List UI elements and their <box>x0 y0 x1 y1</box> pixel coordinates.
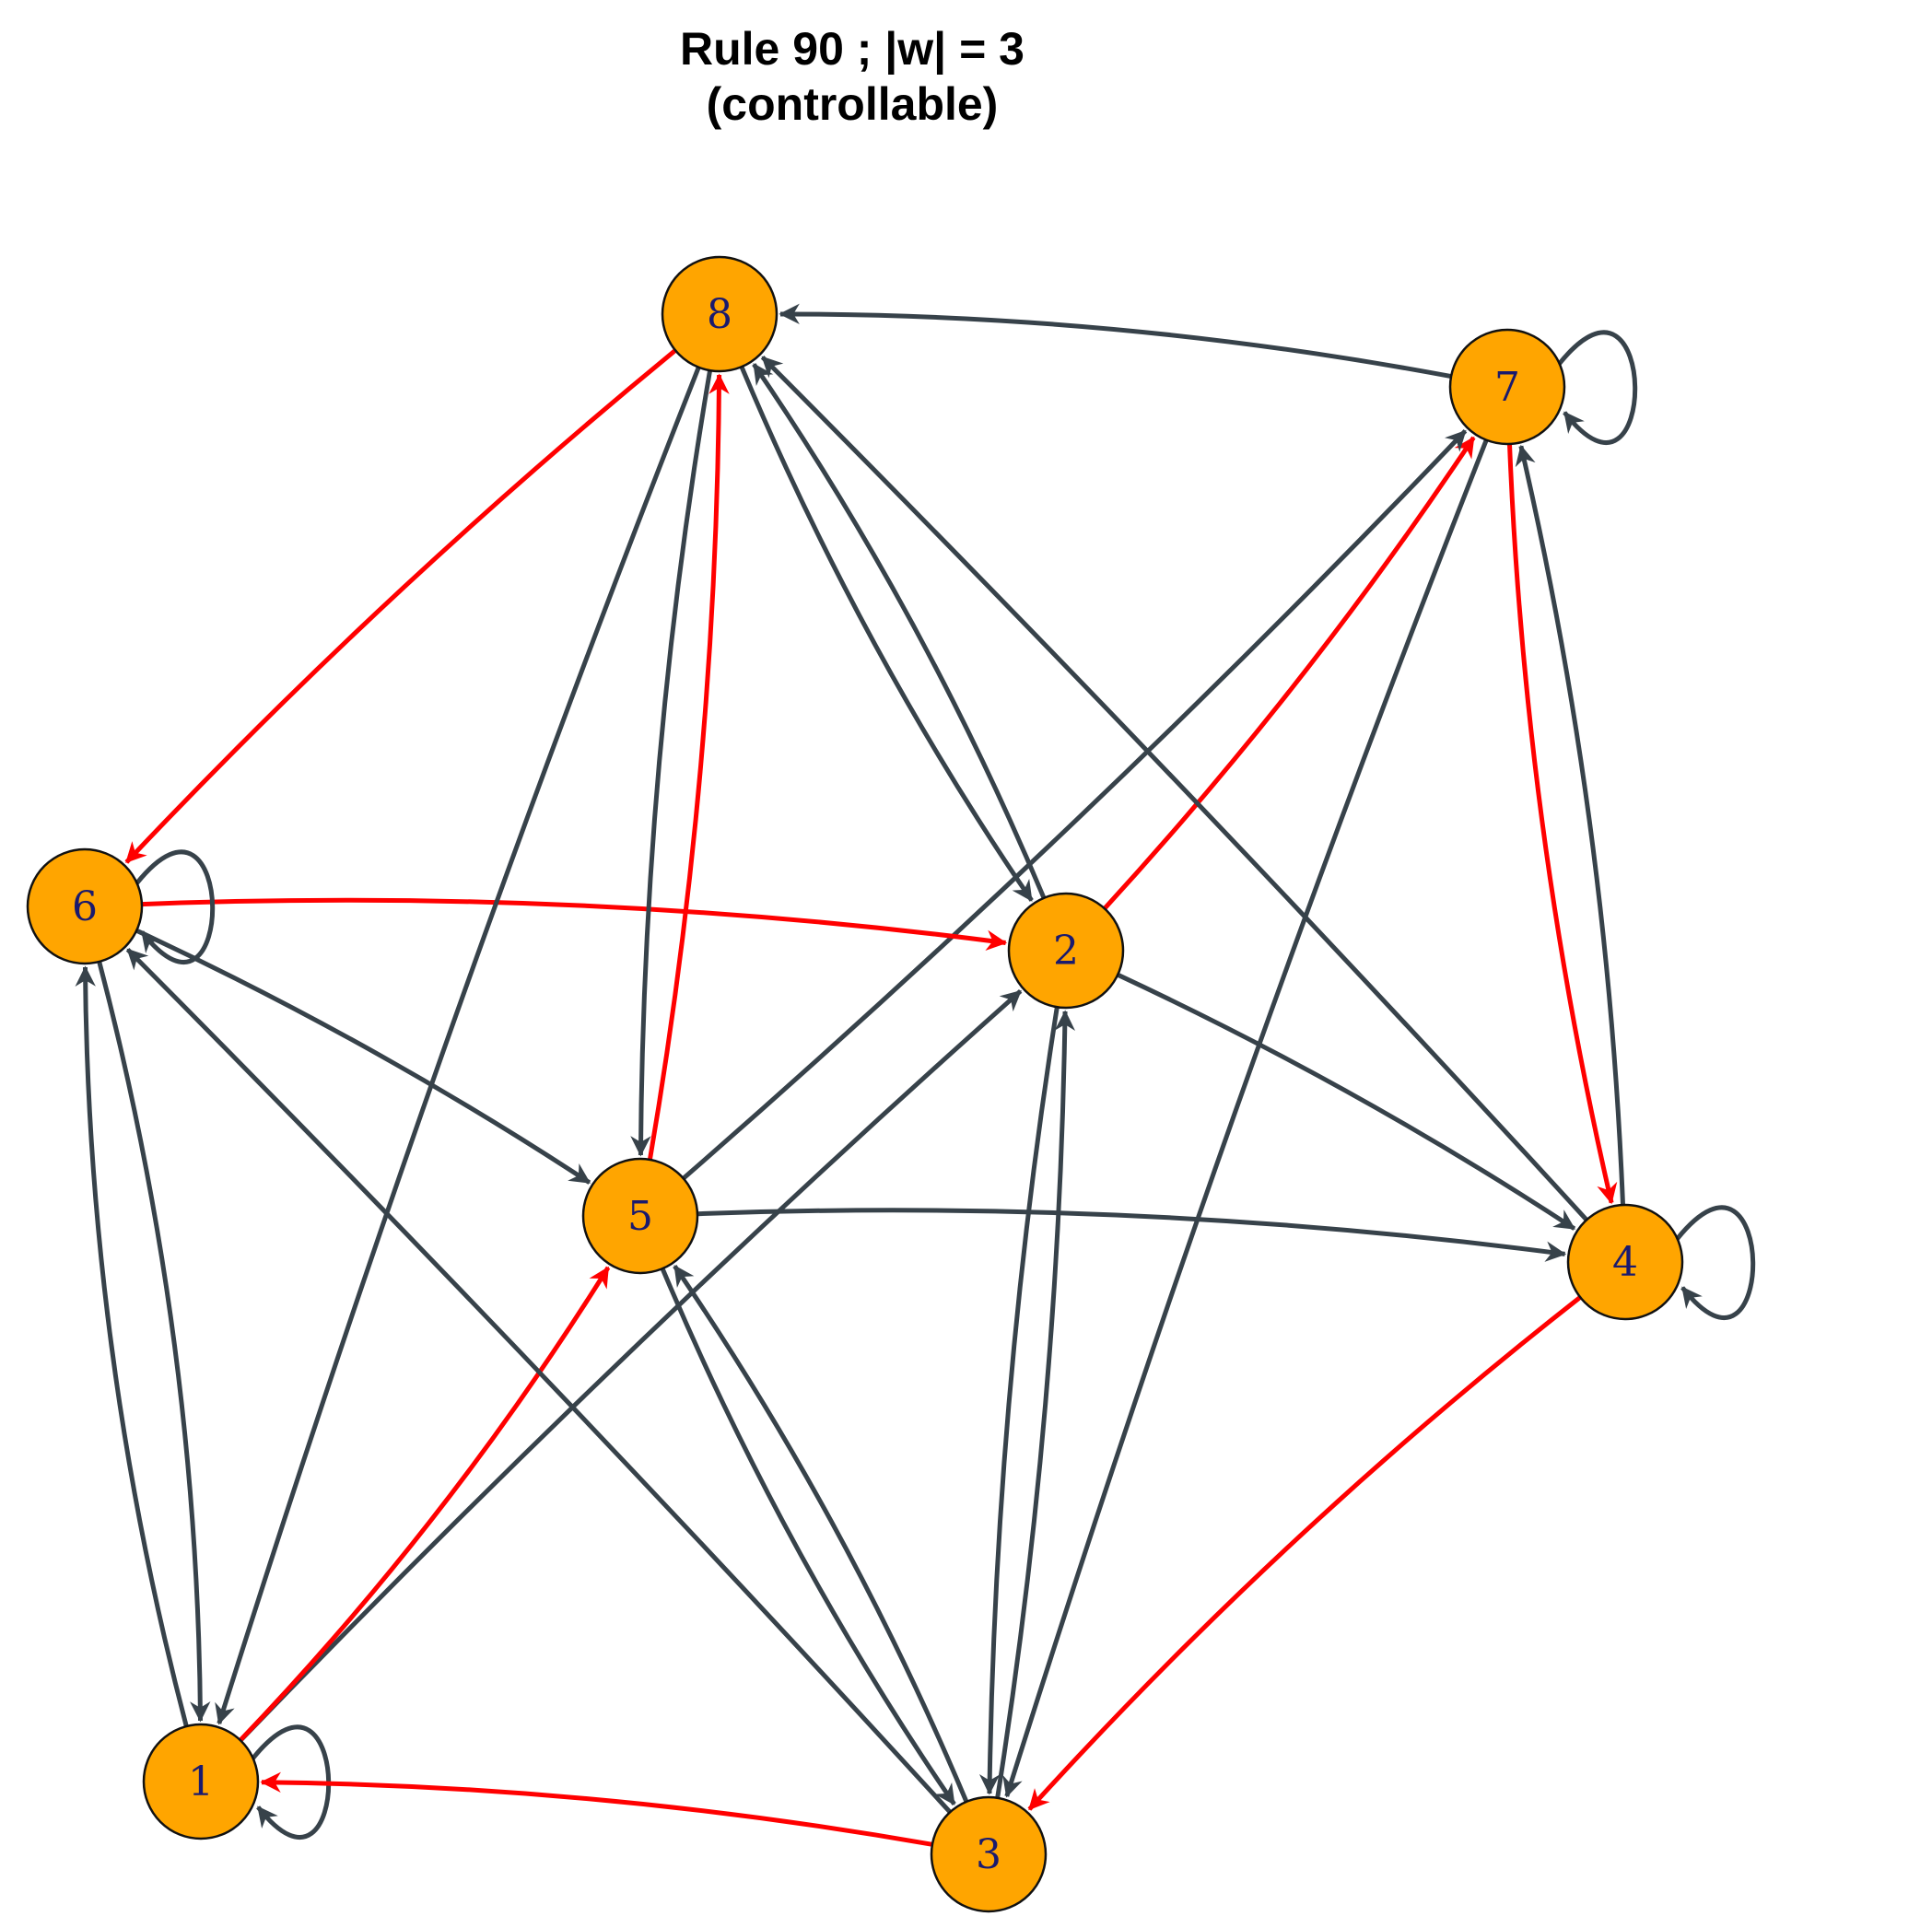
edge-7-to-4 <box>1507 443 1618 1205</box>
node-8-circle[interactable] <box>661 255 779 373</box>
edge-4-to-7 <box>1515 444 1625 1206</box>
node-6[interactable]: 6 <box>26 847 144 965</box>
edge-7-to-8 <box>779 303 1452 380</box>
node-8-label: 8 <box>707 291 732 338</box>
edges-layer <box>75 303 1756 1847</box>
node-4-label: 4 <box>1612 1239 1638 1286</box>
edge-2-to-8 <box>752 363 1047 899</box>
node-2[interactable]: 2 <box>1007 892 1125 1010</box>
edge-8-to-5 <box>630 369 713 1157</box>
edge-8-to-1 <box>215 366 701 1725</box>
edge-6-to-1 <box>97 961 211 1723</box>
node-1-label: 1 <box>188 1759 214 1805</box>
node-2-label: 2 <box>1053 928 1079 975</box>
edge-5-to-3 <box>660 1268 956 1805</box>
edge-3-to-1 <box>260 1771 933 1847</box>
edge-5-to-8 <box>647 373 730 1161</box>
edge-7-to-3 <box>1002 438 1489 1798</box>
node-1-circle[interactable] <box>142 1723 260 1840</box>
edge-1-to-5 <box>239 1266 611 1742</box>
edge-8-to-2 <box>739 366 1034 902</box>
edge-4-to-4 <box>1675 1205 1756 1320</box>
edge-2-to-7 <box>1103 436 1476 910</box>
node-3-label: 3 <box>976 1831 1001 1878</box>
edge-8-to-6 <box>124 348 677 864</box>
edge-2-to-3 <box>978 1006 1060 1795</box>
node-6-circle[interactable] <box>26 847 144 965</box>
edge-6-to-2 <box>141 897 1008 951</box>
edge-4-to-8 <box>760 355 1588 1221</box>
edge-3-to-2 <box>995 1010 1076 1799</box>
node-4-circle[interactable] <box>1566 1203 1684 1321</box>
node-5-label: 5 <box>627 1193 653 1240</box>
edge-6-to-6 <box>135 849 216 964</box>
node-7[interactable]: 7 <box>1448 328 1566 446</box>
graph-title-line-1: Rule 90 ; |w| = 3 <box>680 23 1025 76</box>
node-5[interactable]: 5 <box>581 1157 699 1275</box>
node-7-label: 7 <box>1494 364 1520 411</box>
edge-2-to-4 <box>1117 972 1576 1231</box>
node-5-circle[interactable] <box>581 1157 699 1275</box>
node-4[interactable]: 4 <box>1566 1203 1684 1321</box>
node-1[interactable]: 1 <box>142 1723 260 1840</box>
graph-title-line-2: (controllable) <box>707 78 999 130</box>
node-3-circle[interactable] <box>930 1795 1048 1913</box>
edge-7-to-7 <box>1557 330 1638 445</box>
node-8[interactable]: 8 <box>661 255 779 373</box>
nodes-layer: 1 2 3 4 5 6 7 8 <box>26 255 1684 1913</box>
edge-6-to-5 <box>135 928 591 1185</box>
edge-3-to-5 <box>673 1265 969 1803</box>
edge-1-to-6 <box>75 965 189 1727</box>
node-2-circle[interactable] <box>1007 892 1125 1010</box>
edge-5-to-4 <box>697 1208 1567 1262</box>
node-6-label: 6 <box>72 883 98 930</box>
edge-4-to-3 <box>1027 1295 1582 1811</box>
edge-1-to-2 <box>239 988 1023 1743</box>
node-7-circle[interactable] <box>1448 328 1566 446</box>
edge-5-to-7 <box>682 429 1468 1181</box>
edge-3-to-6 <box>125 948 953 1814</box>
node-3[interactable]: 3 <box>930 1795 1048 1913</box>
